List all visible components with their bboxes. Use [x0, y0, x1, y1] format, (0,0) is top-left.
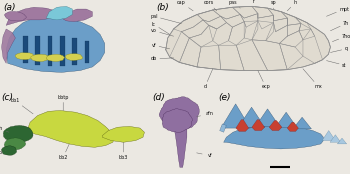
Text: vo: vo: [151, 28, 174, 36]
Text: vb: vb: [0, 150, 6, 155]
Polygon shape: [162, 109, 193, 132]
Polygon shape: [238, 107, 265, 127]
Polygon shape: [60, 36, 65, 66]
Text: 7h: 7h: [330, 21, 349, 31]
Text: (a): (a): [3, 3, 16, 12]
Polygon shape: [337, 138, 346, 144]
Text: q: q: [330, 46, 348, 53]
Text: cap: cap: [177, 0, 193, 11]
Text: pal: pal: [150, 14, 181, 23]
Polygon shape: [72, 38, 77, 65]
Text: (c): (c): [1, 93, 14, 102]
Polygon shape: [62, 9, 92, 22]
Polygon shape: [174, 127, 187, 167]
Text: 7ho: 7ho: [332, 34, 350, 42]
Polygon shape: [236, 120, 248, 131]
Polygon shape: [269, 121, 282, 130]
Text: db: db: [151, 56, 174, 61]
Polygon shape: [23, 36, 28, 63]
Polygon shape: [5, 11, 26, 21]
Text: vf: vf: [197, 153, 212, 158]
Text: vf: vf: [152, 43, 170, 49]
Polygon shape: [1, 29, 15, 63]
Polygon shape: [31, 54, 50, 62]
Text: bb3: bb3: [119, 142, 128, 160]
Text: mpt: mpt: [327, 7, 349, 16]
Text: f: f: [253, 0, 256, 7]
Polygon shape: [6, 7, 58, 25]
Polygon shape: [287, 122, 299, 131]
Polygon shape: [330, 135, 341, 142]
Polygon shape: [48, 36, 52, 66]
Polygon shape: [252, 120, 265, 130]
Polygon shape: [159, 97, 199, 130]
Text: (d): (d): [152, 93, 164, 102]
Polygon shape: [6, 16, 105, 72]
Polygon shape: [46, 54, 65, 62]
Text: bbtp: bbtp: [57, 95, 69, 110]
Polygon shape: [35, 36, 40, 65]
Polygon shape: [221, 104, 250, 128]
Polygon shape: [85, 41, 89, 63]
Text: cors: cors: [204, 0, 217, 11]
Text: d: d: [203, 69, 213, 89]
Text: sp: sp: [271, 0, 277, 9]
Polygon shape: [27, 110, 114, 147]
Polygon shape: [4, 138, 26, 150]
Polygon shape: [224, 126, 323, 149]
Polygon shape: [102, 126, 145, 142]
Text: bb2: bb2: [58, 144, 69, 160]
Text: pas: pas: [228, 0, 240, 8]
Polygon shape: [293, 117, 312, 129]
Polygon shape: [322, 130, 335, 141]
Text: lc: lc: [152, 22, 170, 34]
Polygon shape: [1, 146, 16, 155]
Text: (e): (e): [218, 93, 231, 102]
Polygon shape: [166, 6, 330, 71]
Polygon shape: [256, 109, 280, 126]
Text: bb1: bb1: [10, 98, 33, 114]
Text: dh: dh: [0, 126, 9, 132]
Text: h: h: [287, 0, 297, 11]
Polygon shape: [275, 112, 297, 127]
Polygon shape: [65, 54, 83, 61]
Polygon shape: [46, 6, 72, 20]
Text: afn: afn: [197, 111, 214, 117]
Polygon shape: [15, 53, 34, 60]
Polygon shape: [220, 124, 226, 132]
Polygon shape: [3, 125, 33, 142]
Text: st: st: [327, 61, 346, 68]
Text: mx: mx: [303, 69, 322, 89]
Text: ecp: ecp: [258, 71, 270, 89]
Text: (b): (b): [156, 3, 169, 12]
